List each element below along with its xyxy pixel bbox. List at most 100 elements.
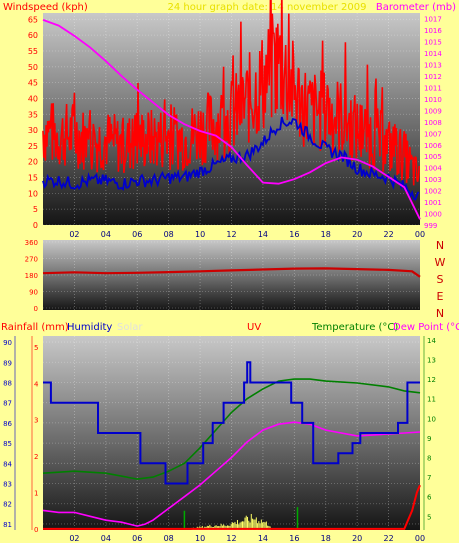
axis-tick-labels: 0202040406060808101012121414161618182020… bbox=[3, 15, 442, 543]
windspeed-average-line bbox=[42, 116, 420, 201]
rainfall-line bbox=[43, 484, 421, 530]
graph-date-title: 24 hour graph date: 14 november 2009 bbox=[168, 2, 367, 13]
x-tick-label: 02 bbox=[69, 230, 79, 239]
temperature-legend: Temperature (°C) bbox=[311, 322, 398, 333]
barometer-tick-label: 1002 bbox=[424, 188, 442, 196]
x-tick-label: 02 bbox=[69, 534, 79, 543]
barometer-tick-label: 1013 bbox=[424, 62, 442, 70]
rainfall-tick-label: 1 bbox=[34, 490, 38, 498]
barometer-tick-label: 1016 bbox=[424, 27, 442, 35]
x-tick-label: 16 bbox=[289, 230, 299, 239]
x-tick-label: 22 bbox=[383, 230, 393, 239]
direction-label-e: E bbox=[437, 290, 444, 303]
windspeed-tick-label: 5 bbox=[33, 205, 38, 214]
rainfall-tick-label: 4 bbox=[34, 380, 39, 388]
x-tick-label: 10 bbox=[195, 230, 205, 239]
x-tick-label: 18 bbox=[321, 230, 331, 239]
x-tick-label: 12 bbox=[226, 230, 236, 239]
barometer-tick-label: 1008 bbox=[424, 119, 442, 127]
rainfall-tick-label: 0 bbox=[34, 526, 38, 534]
direction-tick-label: 180 bbox=[25, 272, 38, 280]
x-tick-label: 20 bbox=[352, 230, 362, 239]
rainfall-tick-label: 2 bbox=[34, 453, 38, 461]
barometer-tick-label: 1001 bbox=[424, 199, 442, 207]
barometer-tick-label: 1014 bbox=[424, 50, 442, 58]
x-tick-label: 16 bbox=[289, 534, 299, 543]
windspeed-tick-label: 30 bbox=[28, 126, 38, 135]
barometer-tick-label: 1015 bbox=[424, 39, 442, 47]
windspeed-axis-title: Windspeed (kph) bbox=[3, 2, 88, 13]
windspeed-gust-line bbox=[42, 0, 420, 186]
x-tick-label: 10 bbox=[195, 534, 205, 543]
humidity-tick-label: 88 bbox=[3, 379, 12, 387]
direction-tick-label: 270 bbox=[25, 256, 38, 264]
windspeed-tick-label: 35 bbox=[28, 110, 38, 119]
x-tick-label: 22 bbox=[383, 534, 393, 543]
x-tick-label: 08 bbox=[164, 534, 174, 543]
x-tick-label: 08 bbox=[164, 230, 174, 239]
wind-direction-line bbox=[42, 267, 421, 278]
temperature-tick-label: 11 bbox=[427, 396, 436, 404]
temperature-tick-label: 7 bbox=[427, 474, 431, 482]
temperature-line bbox=[42, 378, 421, 480]
direction-label-w: W bbox=[435, 256, 446, 269]
x-tick-label: 14 bbox=[258, 534, 268, 543]
barometer-line bbox=[42, 19, 421, 220]
temperature-tick-label: 9 bbox=[427, 435, 431, 443]
dewpoint-legend: Dew Point (°C bbox=[393, 322, 459, 333]
dewpoint-line bbox=[42, 421, 421, 527]
humidity-tick-label: 89 bbox=[3, 359, 12, 367]
humidity-tick-label: 83 bbox=[3, 481, 12, 489]
x-tick-label: 04 bbox=[101, 534, 111, 543]
temperature-tick-label: 14 bbox=[427, 337, 436, 345]
humidity-line bbox=[43, 361, 420, 485]
barometer-tick-label: 1007 bbox=[424, 130, 442, 138]
humidity-legend: Humidity bbox=[67, 322, 112, 333]
temperature-tick-label: 6 bbox=[427, 494, 432, 502]
x-tick-label: 12 bbox=[226, 534, 236, 543]
x-tick-label: 14 bbox=[258, 230, 268, 239]
windspeed-tick-label: 60 bbox=[28, 31, 38, 40]
barometer-tick-label: 1012 bbox=[424, 73, 442, 81]
barometer-tick-label: 1003 bbox=[424, 176, 442, 184]
barometer-tick-label: 1005 bbox=[424, 153, 442, 161]
humidity-tick-label: 87 bbox=[3, 400, 12, 408]
windspeed-tick-label: 55 bbox=[28, 47, 38, 56]
uv-legend: UV bbox=[247, 322, 261, 333]
barometer-tick-label: 1004 bbox=[424, 165, 442, 173]
temperature-tick-label: 8 bbox=[427, 454, 431, 462]
x-tick-label: 04 bbox=[101, 230, 111, 239]
windspeed-tick-label: 40 bbox=[28, 94, 38, 103]
x-tick-label: 06 bbox=[132, 230, 142, 239]
windspeed-tick-label: 65 bbox=[28, 15, 38, 24]
temperature-tick-label: 13 bbox=[427, 357, 436, 365]
barometer-tick-label: 1017 bbox=[424, 16, 442, 24]
temperature-tick-label: 10 bbox=[427, 415, 436, 423]
direction-label-s: S bbox=[437, 273, 444, 286]
wind-direction-plot-area bbox=[43, 240, 420, 310]
temperature-tick-label: 12 bbox=[427, 376, 436, 384]
direction-label-n-bottom: N bbox=[436, 307, 444, 320]
barometer-tick-label: 1010 bbox=[424, 96, 442, 104]
windspeed-tick-label: 10 bbox=[28, 189, 38, 198]
windspeed-tick-label: 0 bbox=[33, 221, 38, 230]
windspeed-tick-label: 50 bbox=[28, 63, 38, 72]
x-tick-label: 00 bbox=[415, 230, 425, 239]
humidity-tick-label: 90 bbox=[3, 339, 12, 347]
windspeed-tick-label: 20 bbox=[28, 158, 38, 167]
direction-tick-label: 90 bbox=[29, 289, 38, 297]
x-tick-label: 06 bbox=[132, 534, 142, 543]
temperature-tick-label: 5 bbox=[427, 513, 431, 521]
direction-tick-label: 0 bbox=[34, 305, 38, 313]
windspeed-tick-label: 25 bbox=[28, 142, 38, 151]
rain-hum-temp-series bbox=[42, 361, 421, 530]
windspeed-tick-label: 15 bbox=[28, 174, 38, 183]
x-tick-label: 20 bbox=[352, 534, 362, 543]
rainfall-tick-label: 3 bbox=[34, 417, 38, 425]
x-tick-label: 00 bbox=[415, 534, 425, 543]
windspeed-tick-label: 45 bbox=[28, 79, 38, 88]
rainfall-tick-label: 5 bbox=[34, 344, 38, 352]
x-tick-label: 18 bbox=[321, 534, 331, 543]
barometer-tick-label: 1009 bbox=[424, 107, 442, 115]
humidity-tick-label: 86 bbox=[3, 420, 12, 428]
